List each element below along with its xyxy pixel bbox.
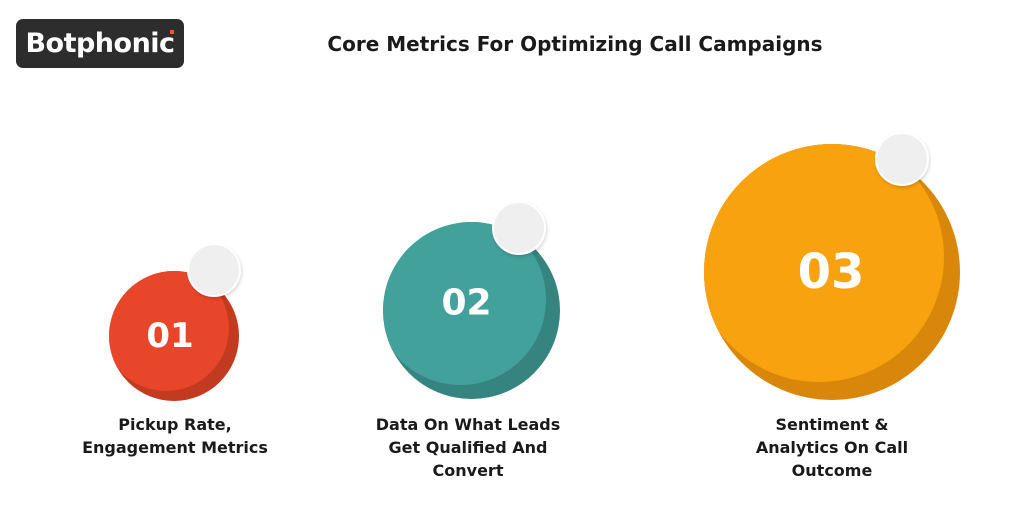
label-line: Data On What Leads: [375, 415, 561, 434]
knob-circle: [187, 243, 241, 297]
metric-number: 02: [441, 282, 492, 324]
label-line: Analytics On Call: [755, 438, 909, 457]
knob-circle: [875, 132, 929, 186]
metric-label-3: Sentiment & Analytics On Call Outcome: [712, 413, 952, 482]
label-line: Engagement Metrics: [82, 438, 268, 457]
label-line: Get Qualified And: [388, 438, 548, 457]
metric-label-2: Data On What Leads Get Qualified And Con…: [348, 413, 588, 482]
page-title: Core Metrics For Optimizing Call Campaig…: [327, 32, 823, 56]
label-line: Outcome: [791, 461, 873, 480]
logo-text: Botphonic: [25, 28, 175, 59]
metric-label-1: Pickup Rate, Engagement Metrics: [55, 413, 295, 459]
label-line: Pickup Rate,: [118, 415, 232, 434]
metric-circle-3: 03: [704, 144, 960, 400]
metric-number: 01: [146, 316, 194, 356]
knob-circle: [492, 201, 546, 255]
label-line: Sentiment &: [775, 415, 889, 434]
metric-number: 03: [797, 244, 865, 300]
logo-dot: [170, 30, 174, 34]
botphonic-logo: Botphonic: [16, 19, 184, 68]
label-line: Convert: [432, 461, 504, 480]
